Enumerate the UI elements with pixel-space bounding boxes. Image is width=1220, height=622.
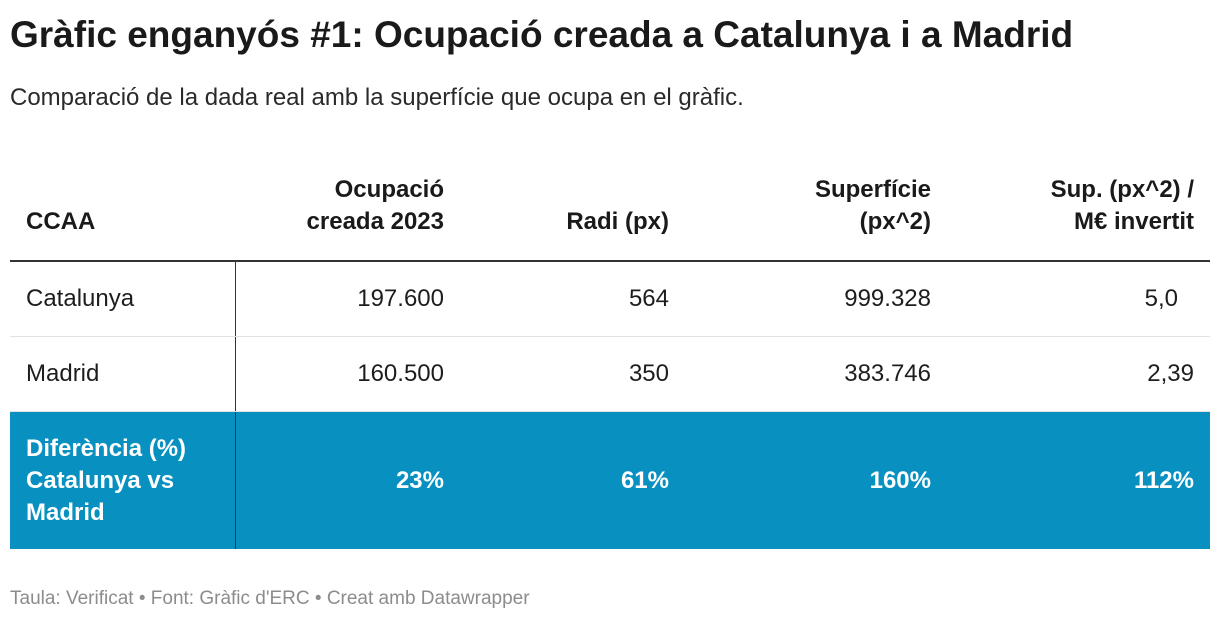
cell-ccaa: Madrid <box>10 336 236 412</box>
table-row-catalunya: Catalunya 197.600 564 999.328 5,0 <box>10 261 1210 337</box>
cell-difference-superficie: 160% <box>685 411 947 549</box>
table-row-madrid: Madrid 160.500 350 383.746 2,39 <box>10 336 1210 412</box>
column-header-ocupacio-line-2: creada 2023 <box>306 208 444 235</box>
column-header-sup-per-euro-line-1: Sup. (px^2) / <box>1050 176 1194 203</box>
column-header-superficie-line-1: Superfície <box>814 176 931 203</box>
cell-ocupacio: 160.500 <box>235 336 460 412</box>
cell-superficie: 999.328 <box>685 261 947 337</box>
cell-difference-ocupacio: 23% <box>235 411 460 549</box>
column-header-superficie[interactable]: Superfície (px^2) <box>685 160 947 262</box>
column-header-superficie-line-2: (px^2) <box>859 208 931 235</box>
cell-superficie: 383.746 <box>685 336 947 412</box>
difference-label-line-3: Madrid <box>26 498 105 526</box>
cell-difference-radi: 61% <box>460 411 685 549</box>
cell-difference-label: Diferència (%) Catalunya vs Madrid <box>10 411 236 549</box>
cell-difference-sup-per-euro: 112% <box>947 411 1210 549</box>
difference-label-line-1: Diferència (%) <box>26 434 187 462</box>
table-row-difference: Diferència (%) Catalunya vs Madrid 23% 6… <box>10 411 1210 549</box>
chart-title: Gràfic enganyós #1: Ocupació creada a Ca… <box>10 14 1074 55</box>
column-header-radi-line: Radi (px) <box>566 208 669 235</box>
cell-radi: 350 <box>460 336 685 412</box>
column-header-ocupacio[interactable]: Ocupació creada 2023 <box>235 160 460 262</box>
cell-ocupacio: 197.600 <box>235 261 460 337</box>
table-header-row: CCAA Ocupació creada 2023 Radi (px) Supe… <box>10 160 1210 262</box>
source-footer: Taula: Verificat • Font: Gràfic d'ERC • … <box>10 588 530 609</box>
column-header-ccaa-line: CCAA <box>26 208 96 235</box>
cell-radi: 564 <box>460 261 685 337</box>
column-header-ocupacio-line-1: Ocupació <box>334 176 444 203</box>
column-header-ccaa[interactable]: CCAA <box>10 160 235 262</box>
difference-label-line-2: Catalunya vs <box>26 466 175 494</box>
column-header-sup-per-euro[interactable]: Sup. (px^2) / M€ invertit <box>947 160 1210 262</box>
chart-subtitle: Comparació de la dada real amb la superf… <box>10 84 744 111</box>
cell-sup-per-euro: 5,0 <box>947 261 1210 337</box>
cell-ccaa: Catalunya <box>10 261 236 337</box>
data-table: CCAA Ocupació creada 2023 Radi (px) Supe… <box>10 160 1210 549</box>
column-header-radi[interactable]: Radi (px) <box>460 160 685 262</box>
cell-sup-per-euro: 2,39 <box>947 336 1210 412</box>
column-header-sup-per-euro-line-2: M€ invertit <box>1073 208 1194 235</box>
